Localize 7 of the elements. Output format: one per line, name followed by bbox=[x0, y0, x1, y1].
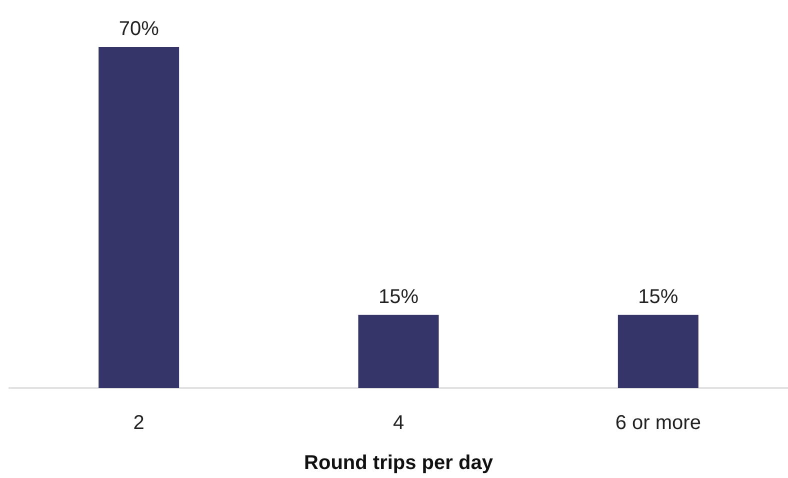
x-tick-label: 2 bbox=[133, 412, 144, 434]
data-label: 15% bbox=[638, 286, 678, 308]
data-label: 70% bbox=[118, 18, 160, 40]
x-axis-title: Round trips per day bbox=[304, 452, 494, 474]
x-tick-label: 6 or more bbox=[615, 412, 701, 434]
x-tick-label: 4 bbox=[392, 412, 404, 434]
data-label: 15% bbox=[378, 286, 419, 308]
